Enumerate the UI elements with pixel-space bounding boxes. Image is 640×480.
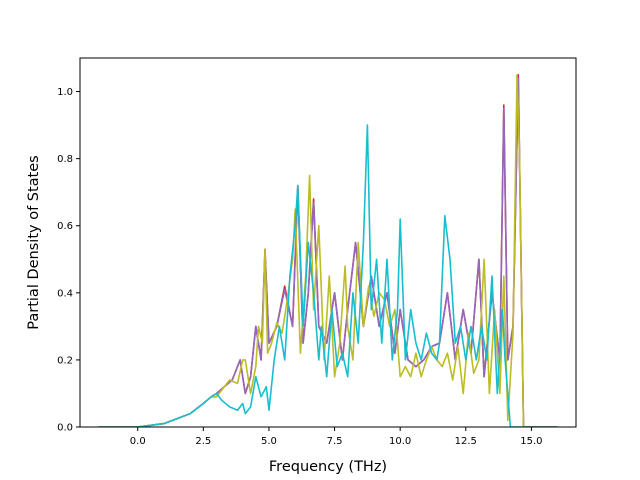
series-line-4: [98, 124, 558, 427]
x-tick-label: 5.0: [261, 436, 277, 447]
x-axis-label: Frequency (THz): [269, 459, 387, 475]
x-axis: 0.0 2.5 5.0 7.5 10.0 12.5 15.0: [130, 427, 543, 447]
y-tick-label: 1.0: [57, 87, 73, 98]
series-line-2: [98, 77, 558, 427]
x-tick-label: 2.5: [195, 436, 211, 447]
y-axis: 0.0 0.2 0.4 0.6 0.8 1.0: [57, 87, 80, 434]
series-lines: [98, 74, 558, 427]
y-tick-label: 0.6: [57, 221, 73, 232]
y-axis-label: Partial Density of States: [26, 155, 42, 329]
series-line-3: [98, 74, 558, 427]
x-tick-label: 10.0: [389, 436, 411, 447]
y-tick-label: 0.2: [57, 355, 73, 366]
x-tick-label: 15.0: [520, 436, 542, 447]
x-tick-label: 7.5: [327, 436, 343, 447]
plot-frame: [79, 57, 577, 428]
x-tick-label: 0.0: [130, 436, 146, 447]
y-tick-label: 0.8: [57, 154, 73, 165]
y-tick-label: 0.0: [57, 423, 73, 434]
x-tick-label: 12.5: [455, 436, 477, 447]
y-tick-label: 0.4: [57, 288, 73, 299]
